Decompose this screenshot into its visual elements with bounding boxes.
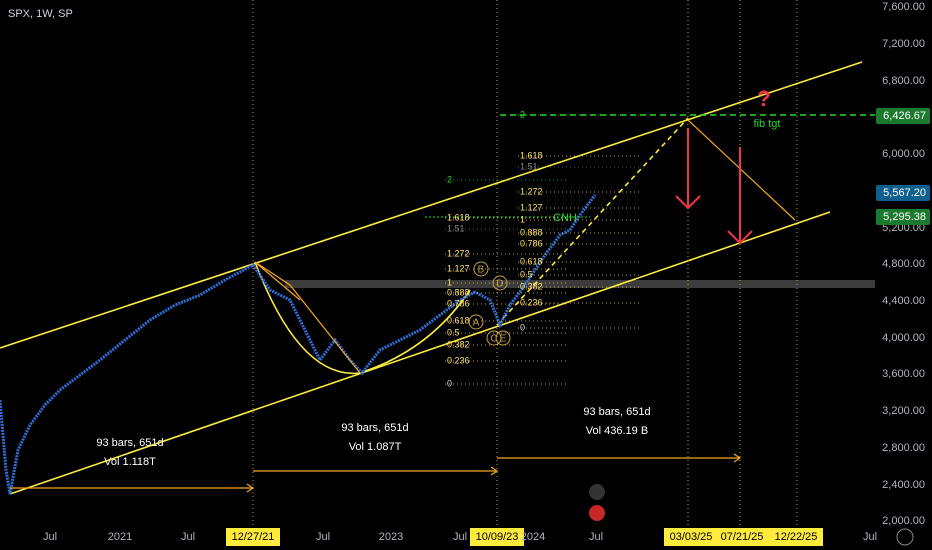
fib-label: 0.786 xyxy=(447,298,470,308)
price-label: 4,800.00 xyxy=(882,258,925,270)
fib-label: 1 xyxy=(447,277,452,287)
time-highlight xyxy=(769,528,823,546)
time-label: Jul xyxy=(589,531,603,543)
pattern-label: C xyxy=(490,334,497,345)
pattern-label: E xyxy=(500,334,507,345)
time-highlight xyxy=(715,528,769,546)
time-label: 12/22/25 xyxy=(775,531,818,543)
fib-target-label: fib tgt xyxy=(754,118,781,130)
time-label: 2023 xyxy=(379,531,403,543)
price-candles xyxy=(0,194,597,495)
fib-label: 0.888 xyxy=(447,287,470,297)
fib-label: 0.382 xyxy=(447,339,470,349)
pattern-point xyxy=(468,314,484,330)
fib-label: 1.127 xyxy=(447,263,470,273)
fib-label: 1.51 xyxy=(447,223,465,233)
fib-label: 1.51 xyxy=(520,161,538,171)
lightning-icon[interactable] xyxy=(589,484,605,500)
price-label: 3,600.00 xyxy=(882,368,925,380)
flag-icon[interactable] xyxy=(589,505,605,521)
time-label: Jul xyxy=(863,531,877,543)
fib-label: 0.786 xyxy=(520,238,543,248)
fib-label: 0.618 xyxy=(520,256,543,266)
measure-bars: 93 bars, 651d xyxy=(341,422,408,434)
question-mark: ? xyxy=(757,86,770,111)
fib-label: 0.382 xyxy=(520,281,543,291)
fib-label: 0.236 xyxy=(520,297,543,307)
measure-bars: 93 bars, 651d xyxy=(583,406,650,418)
price-label: 4,000.00 xyxy=(882,332,925,344)
pattern-label: D xyxy=(496,279,503,290)
price-label: 2,000.00 xyxy=(882,515,925,527)
price-label: 6,800.00 xyxy=(882,75,925,87)
price-label: 3,200.00 xyxy=(882,405,925,417)
time-label: Jul xyxy=(43,531,57,543)
pattern-label: B xyxy=(478,265,485,276)
price-label: 6,000.00 xyxy=(882,148,925,160)
measure-volume: Vol 1.087T xyxy=(349,441,402,453)
header-title: SPX, 1W, SP xyxy=(8,8,73,20)
price-label: 7,200.00 xyxy=(882,38,925,50)
time-highlight xyxy=(470,528,524,546)
price-tag-box xyxy=(876,209,930,225)
price-tag: 6,426.67 xyxy=(883,110,926,122)
time-label: 03/03/25 xyxy=(670,531,713,543)
fib-label: 1.618 xyxy=(520,150,543,160)
measure-bars: 93 bars, 651d xyxy=(96,437,163,449)
price-tag: 5,567.20 xyxy=(883,187,926,199)
fib-label: 0.5 xyxy=(447,327,460,337)
pattern-point xyxy=(486,330,502,346)
fib-label: 1.618 xyxy=(447,212,470,222)
fib-label: 1.127 xyxy=(520,202,543,212)
fib-label: 2 xyxy=(447,174,452,184)
fib-label: 0 xyxy=(520,322,525,332)
time-label: Jul xyxy=(316,531,330,543)
time-label: 2024 xyxy=(521,531,545,543)
auto-scale-icon[interactable] xyxy=(896,528,914,546)
fib-label: 1.272 xyxy=(520,186,543,196)
measure-volume: Vol 1.118T xyxy=(104,456,156,468)
price-tag-box xyxy=(876,185,930,201)
zone-band xyxy=(285,280,875,288)
time-label: 2021 xyxy=(108,531,132,543)
time-highlight xyxy=(226,528,280,546)
range-arrows xyxy=(10,119,796,493)
pattern-point xyxy=(492,275,508,291)
fib-label: 1 xyxy=(520,214,525,224)
time-highlight xyxy=(664,528,718,546)
measure-volume: Vol 436.19 B xyxy=(586,425,648,437)
fib-label: 0.618 xyxy=(447,315,470,325)
price-tag-box xyxy=(876,108,930,124)
pattern-label: A xyxy=(473,318,480,329)
price-label: 2,800.00 xyxy=(882,442,925,454)
price-label: 7,600.00 xyxy=(882,1,925,13)
fib-label: 0.236 xyxy=(447,355,470,365)
price-label: 2,400.00 xyxy=(882,479,925,491)
pattern-point xyxy=(473,261,489,277)
fib-label: 1.272 xyxy=(447,248,470,258)
fib-label: 0.888 xyxy=(520,227,543,237)
price-tag: 5,295.38 xyxy=(883,211,926,223)
fib-label: 2 xyxy=(520,109,525,119)
time-label: 10/09/23 xyxy=(476,531,519,543)
time-label: 12/27/21 xyxy=(232,531,275,543)
time-label: Jul xyxy=(181,531,195,543)
fib-label: 0.5 xyxy=(520,269,533,279)
fib-label: 0 xyxy=(447,378,452,388)
down-arrows xyxy=(675,128,753,245)
time-label: Jul xyxy=(453,531,467,543)
time-label: 07/21/25 xyxy=(721,531,764,543)
price-label: 4,400.00 xyxy=(882,295,925,307)
pattern-point xyxy=(495,330,511,346)
